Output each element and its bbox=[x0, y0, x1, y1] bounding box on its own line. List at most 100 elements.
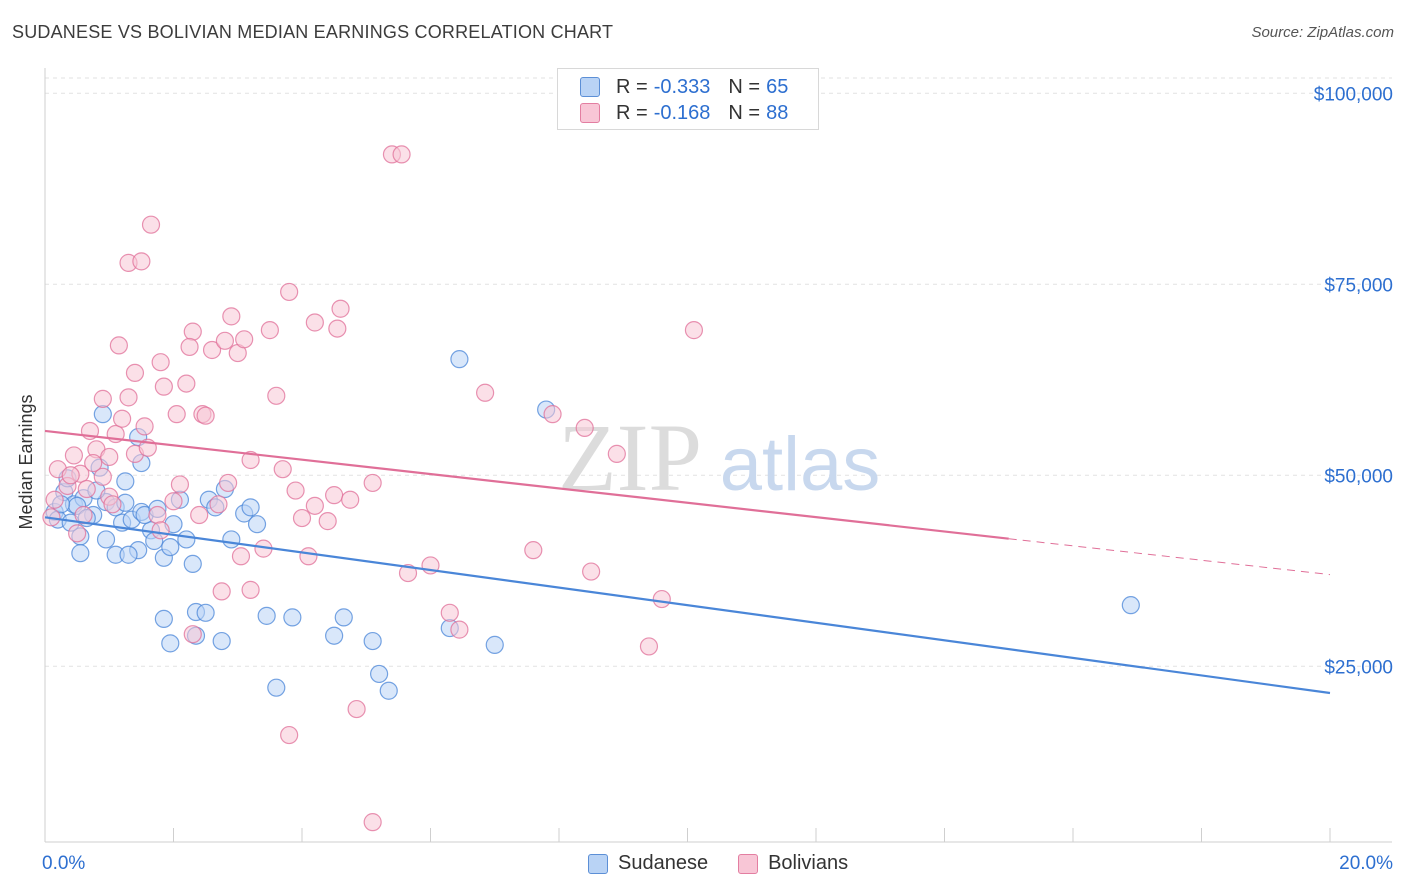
data-point bbox=[103, 495, 122, 514]
legend-swatch-bolivians bbox=[738, 853, 759, 874]
data-point bbox=[267, 386, 286, 405]
data-point bbox=[177, 530, 196, 549]
data-point bbox=[141, 215, 161, 234]
data-point bbox=[325, 626, 344, 645]
data-point bbox=[363, 813, 382, 832]
legend-r-label: R = bbox=[616, 101, 648, 124]
data-point bbox=[292, 508, 312, 528]
data-point bbox=[154, 609, 173, 629]
data-point bbox=[582, 562, 601, 581]
data-point bbox=[286, 481, 305, 500]
data-point bbox=[328, 319, 347, 338]
watermark: ZIP atlas bbox=[558, 404, 880, 511]
data-point bbox=[116, 472, 135, 491]
data-point bbox=[247, 515, 267, 534]
data-point bbox=[132, 252, 151, 271]
data-point bbox=[167, 405, 186, 424]
data-point bbox=[241, 450, 260, 470]
data-point bbox=[164, 492, 183, 511]
legend-n-value: 65 bbox=[766, 75, 789, 98]
data-point bbox=[219, 473, 238, 493]
data-point bbox=[183, 625, 202, 644]
source-label: Source: ZipAtlas.com bbox=[1251, 24, 1394, 41]
data-point bbox=[347, 699, 366, 719]
data-point bbox=[177, 374, 196, 393]
data-point bbox=[215, 331, 234, 350]
legend-r-label: R = bbox=[616, 75, 648, 98]
data-point bbox=[135, 417, 154, 436]
legend-label-sudanese: Sudanese bbox=[618, 852, 709, 874]
y-tick-label: $100,000 bbox=[1314, 84, 1393, 105]
chart-title: SUDANESE VS BOLIVIAN MEDIAN EARNINGS COR… bbox=[12, 22, 614, 42]
y-tick-label: $50,000 bbox=[1324, 466, 1393, 487]
data-point bbox=[212, 631, 231, 651]
legend-row-sudanese: R = -0.333 N = 65 bbox=[580, 74, 788, 100]
legend-n-label: N = bbox=[728, 101, 761, 124]
x-tick-label: 0.0% bbox=[42, 853, 85, 874]
data-point bbox=[125, 363, 145, 383]
data-point bbox=[305, 496, 324, 515]
data-point bbox=[684, 321, 704, 340]
legend-swatch-sudanese bbox=[588, 853, 608, 874]
data-point bbox=[318, 512, 337, 531]
data-point bbox=[170, 475, 190, 494]
data-point bbox=[543, 405, 562, 424]
data-point bbox=[450, 350, 469, 369]
data-point bbox=[450, 620, 469, 639]
data-point bbox=[485, 635, 504, 654]
data-point bbox=[119, 545, 138, 564]
data-point bbox=[68, 524, 87, 543]
data-point bbox=[652, 589, 671, 609]
legend-n-label: N = bbox=[728, 75, 761, 98]
data-point bbox=[96, 530, 116, 549]
x-tick-label: 20.0% bbox=[1339, 853, 1393, 874]
data-point bbox=[161, 537, 180, 557]
data-point bbox=[190, 505, 209, 525]
data-point bbox=[257, 606, 276, 625]
data-point bbox=[607, 444, 626, 463]
legend-swatch-sudanese bbox=[580, 77, 600, 97]
data-point bbox=[639, 637, 659, 656]
data-point bbox=[196, 406, 215, 425]
data-point bbox=[280, 282, 299, 302]
legend-item-bolivians[interactable]: Bolivians bbox=[738, 852, 848, 875]
data-point bbox=[151, 353, 170, 372]
data-point bbox=[93, 467, 112, 486]
data-point bbox=[334, 608, 353, 627]
data-point bbox=[241, 580, 260, 599]
data-point bbox=[363, 473, 382, 493]
y-tick-label: $75,000 bbox=[1324, 275, 1393, 296]
data-point bbox=[398, 563, 418, 583]
data-point bbox=[154, 377, 173, 396]
legend-n-value: 88 bbox=[766, 101, 789, 124]
trend-line bbox=[44, 429, 1009, 540]
correlation-legend: R = -0.333 N = 65 R = -0.168 N = 88 bbox=[557, 68, 819, 130]
data-point bbox=[325, 486, 344, 505]
data-point bbox=[71, 544, 90, 563]
data-point bbox=[209, 495, 228, 514]
legend-item-sudanese[interactable]: Sudanese bbox=[588, 852, 708, 875]
data-point bbox=[524, 541, 543, 560]
trend-line bbox=[44, 516, 1331, 695]
data-point bbox=[45, 490, 64, 509]
data-point bbox=[392, 145, 411, 164]
data-point bbox=[180, 337, 199, 357]
watermark-zip: ZIP bbox=[558, 404, 702, 511]
legend-r-value: -0.168 bbox=[653, 101, 711, 124]
data-point bbox=[331, 299, 350, 318]
data-point bbox=[1121, 596, 1140, 615]
data-point bbox=[341, 490, 360, 509]
data-point bbox=[370, 664, 389, 684]
data-point bbox=[148, 505, 167, 525]
y-tick-label: $25,000 bbox=[1324, 657, 1393, 678]
trend-lines bbox=[44, 429, 1331, 695]
data-point bbox=[575, 418, 594, 438]
data-point bbox=[61, 466, 80, 485]
legend-row-bolivians: R = -0.168 N = 88 bbox=[580, 100, 788, 126]
data-point bbox=[84, 453, 103, 473]
watermark-atlas: atlas bbox=[720, 422, 881, 507]
data-point bbox=[222, 307, 241, 326]
data-point bbox=[161, 634, 180, 653]
data-point bbox=[112, 409, 132, 428]
data-point bbox=[93, 405, 112, 424]
